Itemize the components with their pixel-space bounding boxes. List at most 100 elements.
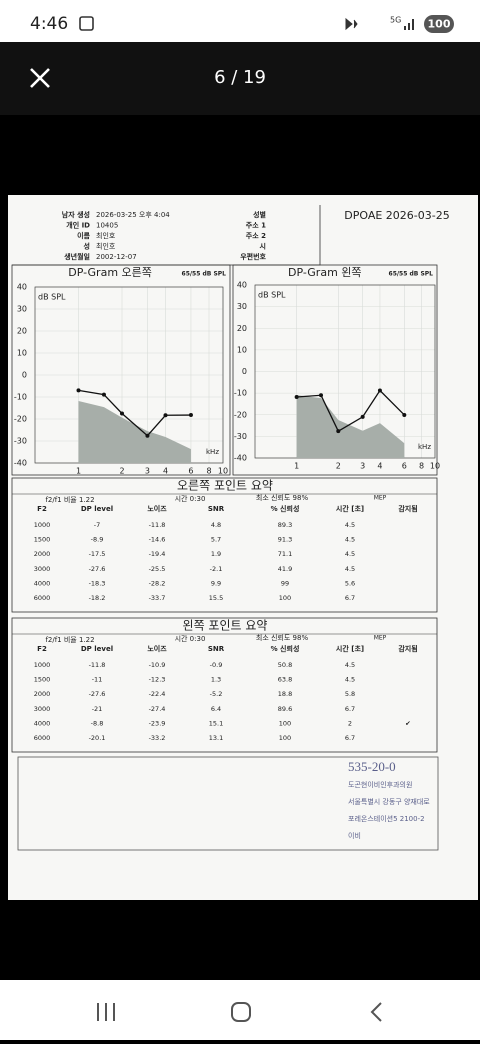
y-tick-label: -30 (14, 437, 27, 446)
table-cell: 89.6 (278, 705, 292, 713)
x-tick-label: 2 (119, 467, 124, 476)
dp-point (402, 412, 407, 417)
column-header: 노이즈 (147, 504, 167, 513)
table-cell: 2000 (34, 690, 51, 698)
table-cell: -28.2 (149, 579, 166, 587)
table-cell: 1000 (34, 661, 51, 669)
x-tick-label: 8 (419, 462, 424, 471)
info-value: 2002-12-07 (96, 253, 137, 261)
table-cell: 4.5 (345, 550, 355, 558)
table-cell: 3000 (34, 565, 51, 573)
chart-title: DP-Gram 왼쪽 (288, 265, 361, 279)
dp-point (76, 388, 81, 393)
table-cell: 100 (279, 734, 291, 742)
info-value: 2026-03-25 오후 4:04 (96, 211, 170, 219)
page-counter: 6 / 19 (214, 67, 266, 88)
x-tick-label: 10 (218, 467, 228, 476)
table-cell: -27.6 (89, 565, 106, 573)
column-header: 시간 [초] (336, 504, 364, 513)
y-tick-label: 10 (17, 349, 27, 358)
y-tick-label: 30 (17, 305, 27, 314)
dp-line (296, 389, 405, 433)
table-title: 왼쪽 포인트 요약 (183, 618, 268, 633)
column-header: % 신뢰성 (271, 504, 300, 513)
document-photo[interactable] (8, 195, 478, 900)
table-cell: -18.2 (89, 594, 106, 602)
table-cell: 1.9 (211, 550, 221, 558)
table-cell: 6.4 (211, 705, 221, 713)
table-cell: -27.6 (89, 690, 106, 698)
info-label: 생년월일 (64, 252, 90, 261)
column-header: DP level (81, 505, 113, 513)
chart-frame (11, 264, 231, 476)
y-tick-label: 20 (237, 324, 247, 333)
y-tick-label: -10 (14, 393, 27, 402)
table-cell: -8.8 (91, 719, 104, 727)
table-cell: -20.1 (89, 734, 106, 742)
x-tick-label: 4 (163, 467, 168, 476)
dp-point (377, 388, 382, 393)
table-cell: -18.3 (89, 579, 106, 587)
table-cell: 5.6 (345, 579, 355, 587)
info-field: 시 (260, 243, 266, 251)
table-cell: 1000 (34, 521, 51, 529)
battery (424, 15, 454, 33)
table-cell: 2000 (34, 550, 51, 558)
x-tick-label: 4 (377, 462, 382, 471)
y-tick-label: 10 (237, 345, 247, 354)
close-button[interactable] (30, 68, 50, 88)
table-cell: 5.8 (345, 690, 355, 698)
table-cell: -21 (92, 705, 103, 713)
x-tick-label: 3 (360, 462, 365, 471)
table-cell: -27.4 (149, 705, 166, 713)
table-cell: 5.7 (211, 536, 221, 544)
table-cell: 50.8 (278, 661, 292, 669)
table-ratio: f2/f1 비율 1.22 (45, 635, 94, 644)
table-cell: 71.1 (278, 550, 292, 558)
table-cell: -11.8 (89, 661, 106, 669)
table-cell: 4.8 (211, 521, 221, 529)
table-cell: 13.1 (209, 734, 223, 742)
dp-point (119, 411, 124, 416)
nav-bar (0, 980, 480, 1040)
dp-point (336, 429, 341, 434)
dp-point (145, 433, 150, 438)
info-value: 10405 (96, 222, 118, 230)
table-cell: -33.7 (149, 594, 166, 602)
table-cell: 4.5 (345, 676, 355, 684)
y-tick-label: -20 (234, 410, 247, 419)
info-field: 주소 1 (246, 222, 266, 230)
y-tick-label: 20 (17, 327, 27, 336)
table-cell: -22.4 (149, 690, 166, 698)
x-tick-label: 8 (206, 467, 211, 476)
stamp-text: 서울특별시 강동구 양재대로 (348, 797, 430, 806)
y-axis-label: dB SPL (258, 291, 286, 300)
column-header: 시간 [초] (336, 644, 364, 653)
dp-point (101, 392, 106, 397)
x-tick-label: 10 (430, 462, 440, 471)
info-value: 최인호 (96, 231, 116, 240)
mute-icon (345, 17, 358, 31)
y-tick-label: 0 (242, 367, 247, 376)
home-button[interactable] (231, 1002, 251, 1022)
noise-floor (296, 395, 405, 458)
stamp-text: 535-20-0 (348, 759, 396, 774)
stamp-text: 포레온스테이션5 2100-2 (348, 814, 425, 823)
recents-button[interactable] (97, 1003, 115, 1021)
x-tick-label: 1 (76, 467, 81, 476)
table-cell: 1500 (34, 676, 51, 684)
table-cell: -11 (92, 676, 103, 684)
back-button[interactable] (370, 1002, 382, 1022)
column-header: F2 (37, 505, 47, 513)
chart-level: 65/55 dB SPL (182, 271, 227, 278)
table-cell: 99 (281, 579, 289, 587)
x-tick-label: 3 (145, 467, 150, 476)
x-axis-label: kHz (206, 448, 219, 456)
table-cell: 6000 (34, 594, 51, 602)
table-cell: 4.5 (345, 521, 355, 529)
table-frame (11, 617, 438, 753)
column-header: 노이즈 (147, 644, 167, 653)
noise-floor (78, 400, 191, 463)
table-cell: 63.8 (278, 676, 292, 684)
